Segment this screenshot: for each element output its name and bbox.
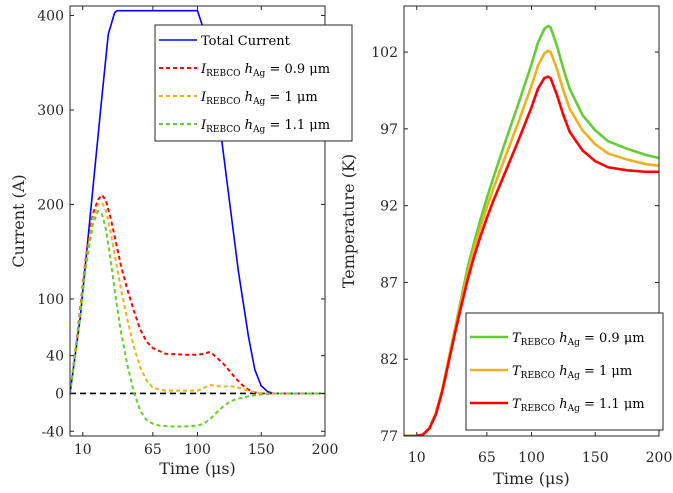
temperature-y-tick-label: 77 bbox=[380, 429, 398, 445]
current-x-tick-label: 150 bbox=[248, 442, 275, 458]
current-y-tick-label: 200 bbox=[37, 197, 64, 213]
current-y-tick-label: 400 bbox=[37, 8, 64, 24]
temperature-y-tick-label: 82 bbox=[380, 352, 398, 368]
temperature-series-group bbox=[404, 24, 659, 436]
temperature-x-tick-label: 200 bbox=[646, 450, 673, 466]
temperature-legend-label-2: TREBCO hAg = 1 μm bbox=[512, 364, 632, 381]
temperature-y-tick-label: 97 bbox=[380, 122, 398, 138]
temperature-x-tick-label: 100 bbox=[518, 450, 545, 466]
temperature-y-tick-label: 92 bbox=[380, 199, 398, 215]
current-legend-box bbox=[154, 24, 353, 142]
temperature-chart: 10 65 100 150 200 77 82 87 92 97 102 Time (μs) Tem… bbox=[339, 5, 672, 488]
current-y-tick-label: -40 bbox=[41, 424, 64, 440]
current-x-tick-label: 65 bbox=[144, 442, 162, 458]
current-x-tick-label: 200 bbox=[312, 442, 339, 458]
current-legend: Total Current IREBCO hAg = 0.9 μm IREBCO h… bbox=[154, 24, 353, 142]
current-series-line-2 bbox=[70, 194, 325, 395]
current-x-axis-label: Time (μs) bbox=[159, 459, 236, 478]
temperature-x-tick-label: 10 bbox=[408, 450, 426, 466]
current-y-tick-label: 100 bbox=[37, 292, 64, 308]
temperature-legend-box bbox=[465, 312, 664, 431]
current-ticks: 10 65 100 150 200 -40 0 40 100 200 300 400 bbox=[37, 6, 338, 458]
temperature-x-tick-label: 65 bbox=[478, 450, 496, 466]
current-series-line-4 bbox=[70, 210, 325, 428]
current-legend-label-2: IREBCO hAg = 0.9 μm bbox=[200, 62, 330, 79]
temperature-ticks: 10 65 100 150 200 77 82 87 92 97 102 bbox=[371, 6, 672, 466]
current-y-tick-label: 40 bbox=[46, 349, 64, 365]
temperature-y-tick-label: 102 bbox=[371, 45, 398, 61]
current-chart: 10 65 100 150 200 -40 0 40 100 200 300 400 Time (μs… bbox=[9, 5, 353, 478]
temperature-legend: TREBCO hAg = 0.9 μm TREBCO hAg = 1 μm TREB… bbox=[465, 312, 664, 431]
temperature-y-tick-label: 87 bbox=[380, 275, 398, 291]
temperature-legend-label-1: TREBCO hAg = 0.9 μm bbox=[512, 331, 645, 348]
current-legend-label-1: Total Current bbox=[201, 34, 291, 49]
temperature-x-axis-label: Time (μs) bbox=[493, 469, 570, 488]
temperature-series-line-3 bbox=[404, 75, 659, 436]
current-legend-label-3: IREBCO hAg = 1 μm bbox=[200, 90, 318, 107]
temperature-x-tick-label: 150 bbox=[582, 450, 609, 466]
current-x-tick-label: 10 bbox=[74, 442, 92, 458]
current-x-tick-label: 100 bbox=[184, 442, 211, 458]
temperature-legend-label-3: TREBCO hAg = 1.1 μm bbox=[512, 397, 645, 414]
temperature-y-axis-label: Temperature (K) bbox=[339, 154, 358, 288]
current-y-tick-label: 0 bbox=[55, 386, 64, 402]
current-y-tick-label: 300 bbox=[37, 103, 64, 119]
current-legend-label-4: IREBCO hAg = 1.1 μm bbox=[200, 118, 330, 135]
current-y-axis-label: Current (A) bbox=[9, 174, 28, 267]
